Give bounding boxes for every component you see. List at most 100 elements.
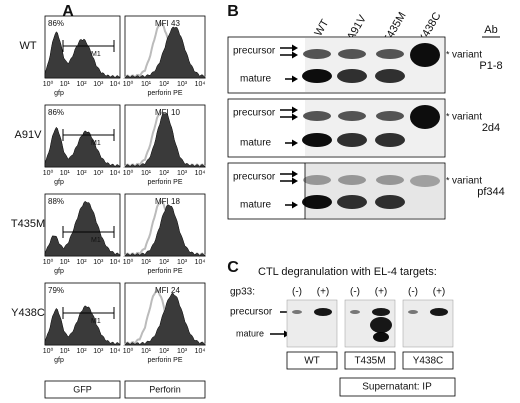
condition-label: (+): [317, 287, 330, 298]
x-tick-label: 10⁰: [43, 258, 54, 266]
band: [302, 195, 332, 209]
mfi: MFI 18: [155, 197, 180, 206]
histogram: [44, 126, 121, 168]
band: [376, 49, 404, 59]
footer-label: Supernatant: IP: [362, 382, 432, 393]
condition-label: (+): [375, 287, 388, 298]
condition-label: (-): [350, 287, 360, 298]
band: [373, 332, 389, 342]
x-tick-label: 10⁴: [110, 348, 121, 355]
mature-label: mature: [240, 74, 272, 85]
x-tick-label: 10²: [76, 348, 87, 355]
mfi: MFI 24: [155, 286, 180, 295]
arrow-head: [292, 139, 298, 147]
gate-label: M1: [91, 237, 101, 244]
histogram: [44, 31, 121, 79]
gate: [62, 226, 115, 238]
x-tick-label: 10³: [177, 259, 188, 266]
precursor-label: precursor: [233, 108, 276, 119]
group-label: Y438C: [413, 356, 444, 367]
precursor-label: precursor: [230, 307, 273, 318]
x-tick-label: 10¹: [60, 348, 71, 355]
asterisk: *: [446, 49, 450, 59]
x-tick-label: 10¹: [141, 170, 152, 177]
antibody-label: P1-8: [479, 60, 502, 72]
x-tick-label: 10³: [93, 259, 104, 266]
blot: [402, 299, 454, 348]
arrow-head: [292, 51, 298, 59]
band: [350, 310, 360, 314]
group-box: [402, 351, 454, 370]
arrow-head: [292, 106, 298, 114]
variant-label: variant: [452, 112, 482, 123]
band: [370, 317, 392, 333]
arrow-head: [292, 170, 298, 178]
band: [372, 308, 390, 316]
histogram: [124, 112, 206, 168]
x-tick-label: 10²: [76, 170, 87, 177]
axis-label: perforin PE: [147, 357, 182, 364]
antibody-label: 2d4: [482, 122, 500, 134]
band: [302, 133, 332, 147]
footer-box: [44, 380, 121, 399]
band: [338, 49, 366, 59]
gate: [62, 40, 115, 52]
group-label: WT: [304, 356, 320, 367]
arrow-head: [292, 75, 298, 83]
histogram: [44, 305, 121, 346]
x-tick-label: 10³: [177, 170, 188, 177]
histogram: [124, 26, 206, 79]
group-label: T435M: [354, 356, 385, 367]
x-tick-label: 10²: [159, 170, 170, 177]
condition-label: (-): [292, 287, 302, 298]
precursor-label: precursor: [233, 46, 276, 57]
mature-label: mature: [240, 138, 272, 149]
band: [410, 105, 440, 129]
band: [375, 133, 405, 147]
arrow-head: [292, 177, 298, 185]
x-tick-label: 10¹: [141, 81, 152, 88]
axis-label: gfp: [54, 90, 64, 97]
condition-label: (-): [408, 287, 418, 298]
band: [337, 133, 367, 147]
x-tick-label: 10⁴: [195, 259, 206, 266]
x-tick-label: 10¹: [60, 81, 71, 88]
x-tick-label: 10¹: [141, 259, 152, 266]
precursor-label: precursor: [233, 172, 276, 183]
band: [303, 111, 331, 121]
mfi: MFI 10: [155, 108, 180, 117]
band: [408, 310, 418, 314]
percent: 86%: [48, 19, 64, 28]
group-box: [344, 351, 396, 370]
x-tick-label: 10⁰: [43, 169, 54, 177]
band: [410, 43, 440, 67]
band: [337, 69, 367, 83]
mature-label: mature: [240, 200, 272, 211]
percent: 88%: [48, 197, 64, 206]
x-tick-label: 10¹: [60, 170, 71, 177]
asterisk: *: [446, 175, 450, 185]
x-tick-label: 10⁴: [195, 348, 206, 355]
axis-label: gfp: [54, 357, 64, 364]
x-tick-label: 10²: [159, 259, 170, 266]
condition-label: (+): [433, 287, 446, 298]
x-tick-label: 10¹: [141, 348, 152, 355]
gate: [62, 307, 115, 319]
band: [338, 111, 366, 121]
band: [292, 310, 302, 314]
x-tick-label: 10⁰: [123, 169, 134, 177]
band: [376, 111, 404, 121]
footer-box: [339, 377, 456, 397]
band: [303, 175, 331, 185]
panel-label: B: [227, 3, 239, 20]
x-tick-label: 10¹: [60, 259, 71, 266]
x-tick-label: 10⁴: [195, 81, 206, 88]
x-tick-label: 10⁰: [123, 80, 134, 88]
row-label: WT: [19, 40, 36, 52]
mature-label: mature: [236, 328, 264, 338]
row-label: A91V: [15, 129, 43, 141]
ab-header: Ab: [484, 24, 497, 36]
arrow-head: [292, 44, 298, 52]
band: [375, 69, 405, 83]
